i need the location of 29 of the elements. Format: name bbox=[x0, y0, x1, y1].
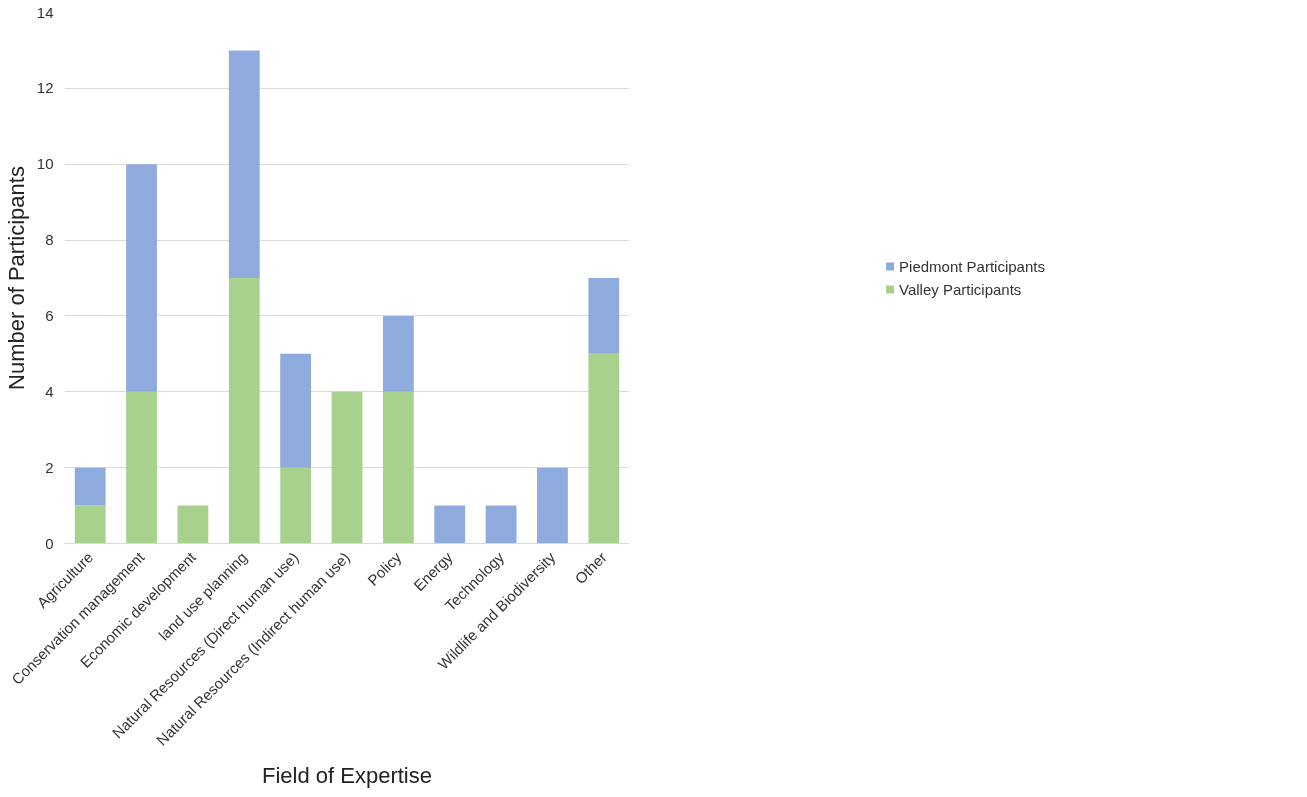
bar bbox=[228, 50, 260, 278]
bar bbox=[588, 278, 620, 354]
bar bbox=[126, 391, 157, 544]
y-tick-label: 2 bbox=[45, 458, 54, 476]
y-tick-label: 12 bbox=[36, 79, 54, 97]
y-tick-label: 6 bbox=[45, 306, 54, 324]
bar bbox=[74, 467, 106, 506]
legend-label: Valley Participants bbox=[899, 280, 1022, 298]
bar bbox=[331, 391, 363, 544]
legend-label: Piedmont Participants bbox=[899, 257, 1045, 275]
bar bbox=[434, 505, 466, 544]
bar bbox=[280, 467, 312, 544]
bar bbox=[382, 315, 414, 392]
bar bbox=[177, 505, 209, 544]
bar bbox=[537, 467, 568, 544]
y-tick-label: 10 bbox=[36, 155, 54, 173]
bar bbox=[228, 278, 260, 544]
x-axis-title: Field of Expertise bbox=[262, 762, 432, 788]
y-tick-label: 8 bbox=[45, 231, 54, 249]
bar bbox=[126, 164, 157, 392]
bar bbox=[588, 353, 620, 544]
y-axis-title: Number of Participants bbox=[3, 166, 29, 390]
bar bbox=[280, 353, 312, 468]
bar bbox=[485, 505, 517, 544]
y-tick-label: 14 bbox=[36, 3, 54, 21]
bar bbox=[74, 505, 106, 544]
bar bbox=[382, 391, 414, 544]
y-tick-label: 4 bbox=[45, 382, 54, 400]
y-tick-label: 0 bbox=[45, 534, 54, 552]
